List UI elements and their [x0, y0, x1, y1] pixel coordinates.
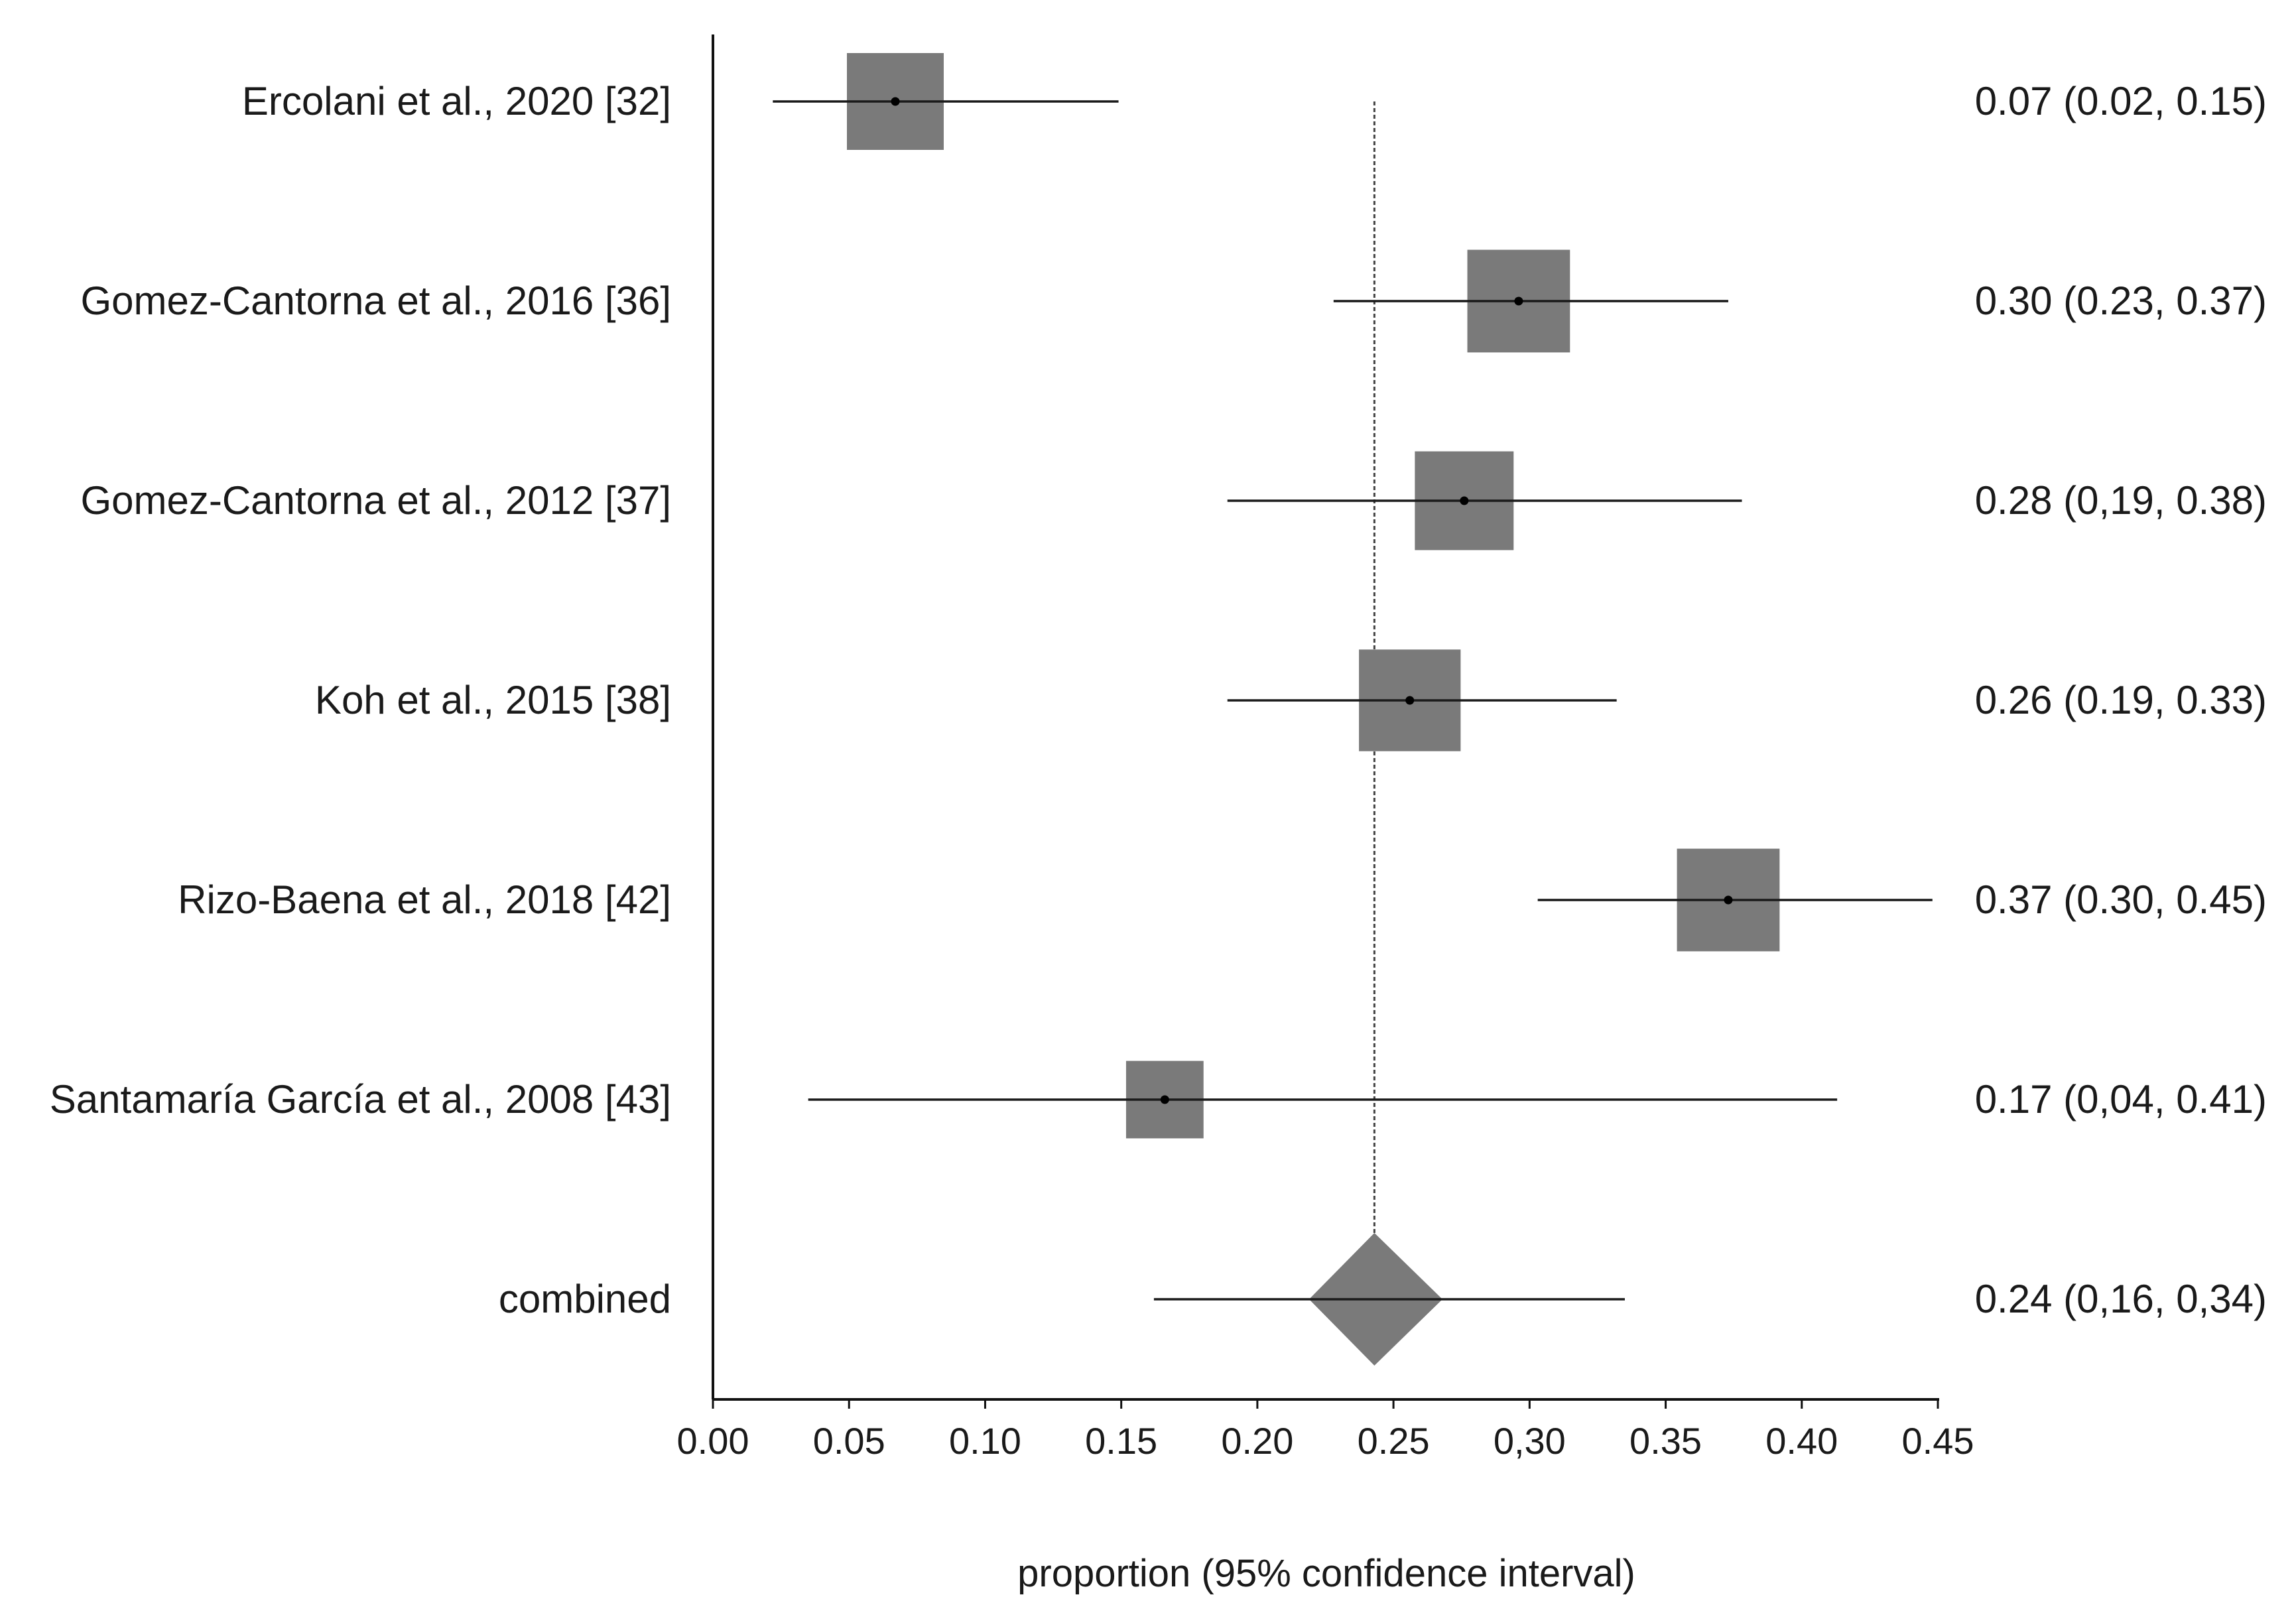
study-label: Gomez-Cantorna et al., 2016 [36]: [80, 279, 671, 323]
study-label: Koh et al., 2015 [38]: [315, 678, 671, 722]
study-point-estimate: [1460, 496, 1469, 505]
study-row: Rizo-Baena et al., 2018 [42] 0.37 (0.30, …: [178, 848, 2267, 952]
x-tick-label: 0.40: [1765, 1420, 1838, 1462]
x-tick-label: 0.10: [949, 1420, 1021, 1462]
combined-label: combined: [499, 1277, 671, 1321]
study-label: Gomez-Cantorna et al., 2012 [37]: [80, 478, 671, 523]
x-axis: 0.00 0.05 0.10 0.15 0.20 0.25 0,30 0.35 0.40 0.45: [677, 34, 1974, 1462]
study-ci-text: 0.30 (0.23, 0.37): [1975, 279, 2267, 323]
study-ci-text: 0.17 (0,04, 0.41): [1975, 1077, 2267, 1122]
x-tick-label: 0.05: [813, 1420, 885, 1462]
study-rows: Ercolani et al., 2020 [32] 0.07 (0.02, 0.…: [50, 53, 2267, 1366]
x-axis-title: proportion (95% confidence interval): [1017, 1552, 1635, 1595]
study-row: Santamaría García et al., 2008 [43] 0.17 …: [50, 1060, 2267, 1139]
study-row: Ercolani et al., 2020 [32] 0.07 (0.02, 0.…: [242, 53, 2267, 150]
study-point-estimate: [1405, 696, 1415, 705]
study-ci-text: 0.37 (0.30, 0.45): [1975, 877, 2267, 922]
study-ci-text: 0.07 (0.02, 0.15): [1975, 79, 2267, 123]
study-label: Santamaría García et al., 2008 [43]: [50, 1077, 671, 1122]
study-label: Rizo-Baena et al., 2018 [42]: [178, 877, 671, 922]
study-row: Koh et al., 2015 [38] 0.26 (0.19, 0.33): [315, 649, 2267, 751]
combined-row: combined 0.24 (0,16, 0,34): [499, 1233, 2267, 1366]
x-tick-label: 0.00: [677, 1420, 749, 1462]
study-ci-text: 0.28 (0,19, 0.38): [1975, 478, 2267, 523]
x-tick-label: 0.20: [1221, 1420, 1293, 1462]
study-point-estimate: [1724, 895, 1733, 905]
combined-ci-text: 0.24 (0,16, 0,34): [1975, 1277, 2267, 1321]
study-point-estimate: [891, 97, 900, 106]
x-tick-label: 0.15: [1085, 1420, 1157, 1462]
study-ci-text: 0.26 (0.19, 0.33): [1975, 678, 2267, 722]
study-point-estimate: [1514, 296, 1523, 306]
x-tick-label: 0.25: [1358, 1420, 1430, 1462]
study-label: Ercolani et al., 2020 [32]: [242, 79, 671, 123]
study-row: Gomez-Cantorna et al., 2016 [36] 0.30 (0.…: [80, 249, 2267, 353]
x-tick-label: 0.45: [1902, 1420, 1974, 1462]
x-tick-label: 0,30: [1494, 1420, 1566, 1462]
study-point-estimate: [1160, 1095, 1169, 1104]
x-tick-label: 0.35: [1629, 1420, 1702, 1462]
study-row: Gomez-Cantorna et al., 2012 [37] 0.28 (0,…: [80, 451, 2267, 550]
